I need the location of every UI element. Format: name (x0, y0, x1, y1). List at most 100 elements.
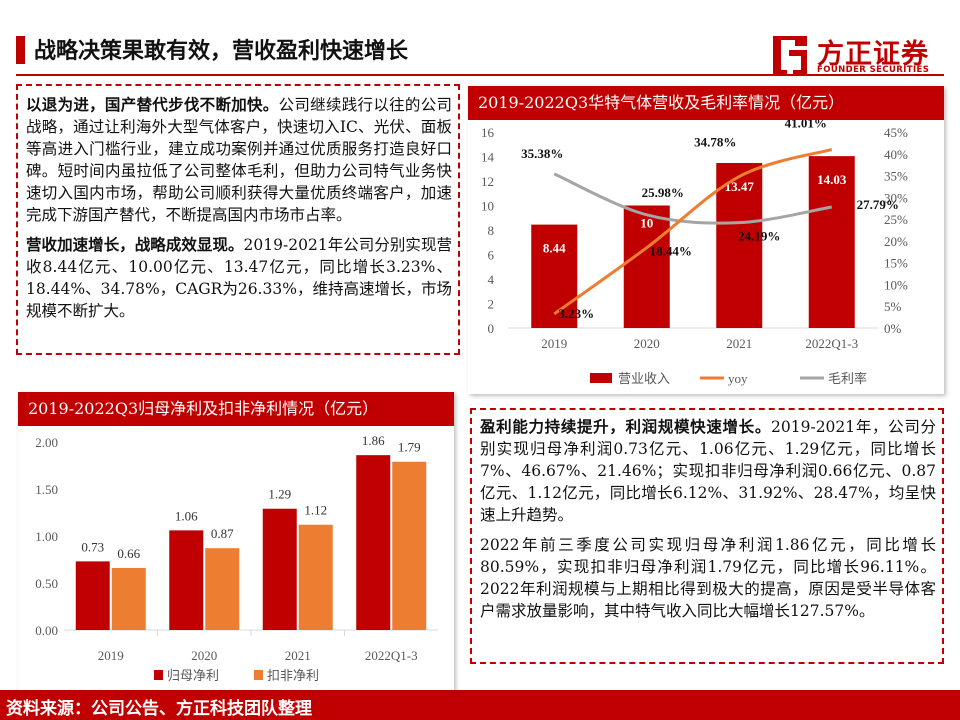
right-y-tick-label: 15% (884, 256, 908, 271)
yoy-label: 3.23% (558, 306, 594, 321)
left-p2-heading: 营收加速增长，战略成效显现。 (26, 236, 244, 254)
x-tick-label: 2022Q1-3 (365, 648, 418, 663)
y-tick-label: 0.00 (35, 623, 58, 638)
net-profit-label: 1.29 (268, 487, 291, 502)
deducted-profit-bar (392, 461, 427, 630)
revenue-bar-label: 10 (640, 216, 653, 231)
revenue-bar-label: 14.03 (817, 172, 847, 187)
deducted-profit-bar (298, 524, 333, 630)
legend-label: 归母净利 (167, 668, 219, 683)
left-y-tick-label: 12 (481, 174, 494, 189)
x-tick-label: 2021 (726, 336, 752, 351)
net-profit-bar (262, 508, 297, 630)
x-tick-label: 2020 (191, 648, 217, 663)
right-y-tick-label: 30% (884, 190, 908, 205)
x-tick-label: 2019 (98, 648, 124, 663)
revenue-chart-panel: 2019-2022Q3华特气体营收及毛利率情况（亿元） 0 2 4 6 8 10 12 14 1… (468, 86, 944, 394)
founder-logo: 方正证券 FOUNDER SECURITIES (765, 30, 945, 80)
y-tick-label: 1.50 (35, 482, 58, 497)
left-p1-body: 公司继续践行以往的公司战略，通过让利海外大型气体客户，快速切入IC、光伏、面板等… (26, 96, 452, 224)
footer-source: 资料来源：公司公告、方正科技团队整理 (6, 699, 312, 719)
logo-chinese-name: 方正证券 (817, 39, 929, 70)
deducted-profit-label: 1.79 (398, 440, 421, 455)
left-y-tick-label: 14 (481, 150, 495, 165)
deducted-profit-label: 1.12 (304, 503, 327, 518)
right-y-tick-label: 25% (884, 212, 908, 227)
y-tick-label: 1.00 (35, 529, 58, 544)
revenue-bar (716, 162, 763, 328)
legend-swatch (154, 670, 163, 680)
left-y-tick-label: 10 (481, 199, 494, 214)
gross-margin-label: 25.98% (642, 185, 684, 200)
yoy-label: 41.01% (785, 120, 827, 130)
gross-margin-label: 24.19% (738, 229, 780, 244)
net-profit-label: 1.06 (175, 508, 198, 523)
profit-chart-panel: 2019-2022Q3归母净利及扣非净利情况（亿元） 0.00 0.50 1.00 1… (18, 392, 454, 692)
left-y-tick-label: 6 (488, 248, 495, 263)
right-p1-heading: 盈利能力持续提升，利润规模快速增长。 (480, 418, 772, 436)
net-profit-bar (75, 561, 110, 630)
right-y-tick-label: 10% (884, 277, 908, 292)
revenue-bar (623, 205, 670, 328)
revenue-chart-title: 2019-2022Q3华特气体营收及毛利率情况（亿元） (468, 86, 944, 120)
right-y-tick-label: 20% (884, 234, 908, 249)
revenue-bar-label: 8.44 (543, 241, 566, 256)
header-rule (16, 74, 944, 76)
right-y-tick-label: 5% (884, 299, 902, 314)
header-accent-bar (16, 36, 25, 64)
logo-english-name: FOUNDER SECURITIES (817, 65, 930, 75)
right-text-box: 盈利能力持续提升，利润规模快速增长。2019-2021年，公司分别实现归母净利润… (470, 408, 944, 664)
revenue-chart: 0 2 4 6 8 10 12 14 16 0% 5% 10% 15% 20% 25% 30% 35% 40% 45… (481, 120, 908, 386)
gross-margin-label: 27.79% (857, 197, 899, 212)
deducted-profit-label: 0.66 (117, 546, 140, 561)
footer-bar: 资料来源：公司公告、方正科技团队整理 (0, 690, 960, 720)
right-p1-body: 2019-2021年，公司分别实现归母净利润0.73亿元、1.06亿元、1.29… (480, 418, 936, 524)
left-paragraph-2: 营收加速增长，战略成效显现。2019-2021年公司分别实现营收8.44亿元、1… (26, 234, 452, 322)
yoy-label: 34.78% (694, 135, 736, 150)
profit-chart-title: 2019-2022Q3归母净利及扣非净利情况（亿元） (18, 392, 454, 426)
right-p2-body: 2022年前三季度公司实现归母净利润1.86亿元，同比增长80.59%，实现扣非… (480, 536, 936, 620)
x-tick-label: 2022Q1-3 (805, 336, 858, 351)
net-profit-label: 0.73 (81, 539, 104, 554)
left-y-tick-label: 16 (481, 125, 495, 140)
profit-chart: 0.00 0.50 1.00 1.50 2.00 2019 2020 2021 2022Q1-3… (35, 433, 438, 683)
logo-mark-icon (773, 36, 807, 76)
gross-margin-line (553, 172, 833, 225)
y-tick-label: 2.00 (35, 435, 58, 450)
right-paragraph-1: 盈利能力持续提升，利润规模快速增长。2019-2021年，公司分别实现归母净利润… (480, 416, 936, 526)
deducted-profit-bar (111, 567, 146, 630)
x-tick-label: 2019 (541, 336, 567, 351)
left-y-tick-label: 8 (488, 223, 495, 238)
right-y-tick-label: 45% (884, 125, 908, 140)
x-tick-label: 2021 (285, 648, 311, 663)
left-text-box: 以退为进，国产替代步伐不断加快。公司继续践行以往的公司战略，通过让利海外大型气体… (16, 84, 460, 355)
net-profit-bar (169, 530, 204, 630)
page-title: 战略决策果敢有效，营收盈利快速增长 (34, 39, 409, 64)
left-y-tick-label: 0 (488, 321, 495, 336)
net-profit-bar (356, 455, 391, 630)
deducted-profit-bar (205, 548, 240, 630)
y-tick-label: 0.50 (35, 576, 58, 591)
legend-label: yoy (728, 371, 748, 386)
left-p2-body: 2019-2021年公司分别实现营收8.44亿元、10.00亿元、13.47亿元… (26, 236, 452, 320)
legend-swatch (254, 670, 263, 680)
deducted-profit-label: 0.87 (211, 526, 234, 541)
right-y-tick-label: 0% (884, 321, 902, 336)
right-y-tick-label: 40% (884, 147, 908, 162)
legend-label: 扣非净利 (267, 668, 319, 683)
legend-label: 营业收入 (618, 371, 670, 386)
left-p1-heading: 以退为进，国产替代步伐不断加快。 (26, 96, 279, 114)
x-tick-label: 2020 (634, 336, 660, 351)
yoy-label: 18.44% (650, 244, 692, 259)
net-profit-label: 1.86 (362, 433, 385, 448)
revenue-bar-label: 13.47 (725, 179, 755, 194)
yoy-line (553, 147, 833, 316)
left-y-tick-label: 4 (488, 272, 495, 287)
legend-label: 毛利率 (828, 371, 867, 386)
right-paragraph-2: 2022年前三季度公司实现归母净利润1.86亿元，同比增长80.59%，实现扣非… (480, 534, 936, 622)
right-y-tick-label: 35% (884, 169, 908, 184)
legend-swatch (590, 373, 612, 383)
revenue-bar (808, 156, 855, 328)
gross-margin-label: 35.38% (521, 146, 563, 161)
left-paragraph-1: 以退为进，国产替代步伐不断加快。公司继续践行以往的公司战略，通过让利海外大型气体… (26, 94, 452, 226)
